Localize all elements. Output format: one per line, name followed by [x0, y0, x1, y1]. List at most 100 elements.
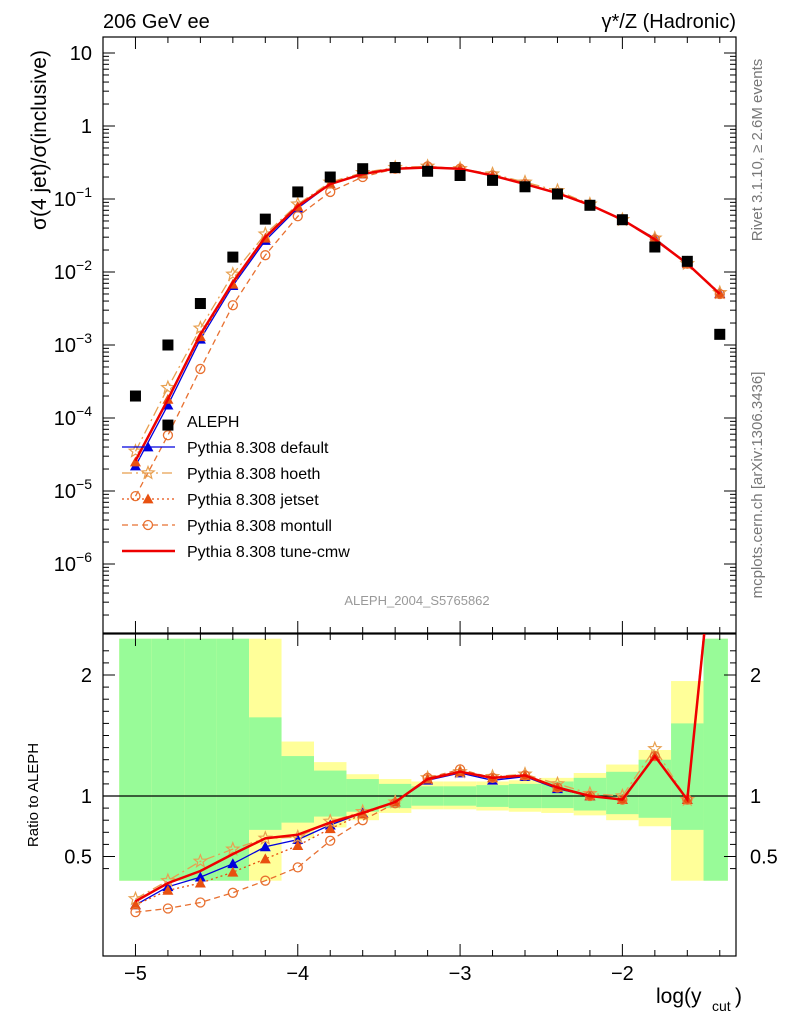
y-tick-label: 1: [81, 116, 92, 138]
marker-jetset: [194, 877, 206, 888]
marker-hoeth: [192, 853, 209, 868]
marker-montull: [292, 862, 303, 873]
rivet-version-label: Rivet 3.1.10, ≥ 2.6M events: [749, 59, 766, 242]
data-point-aleph: [162, 419, 174, 431]
legend-label-hoeth: Pythia 8.308 hoeth: [187, 466, 320, 483]
band-inner-bin: [249, 717, 282, 830]
legend: ALEPH Pythia 8.308 default Pythia 8.308 ho…: [122, 414, 350, 561]
marker-hoeth: [160, 379, 176, 395]
band-inner-bin: [671, 723, 704, 830]
x-tick-label: −4: [286, 963, 309, 985]
main-plot-series: [127, 158, 728, 502]
legend-label-jetset: Pythia 8.308 jetset: [187, 492, 319, 509]
marker-montull: [130, 491, 141, 502]
marker-montull: [260, 875, 271, 886]
marker-jetset: [259, 853, 271, 864]
band-inner-bin: [151, 638, 185, 881]
series-line-hoeth: [134, 165, 721, 452]
data-point-aleph: [389, 162, 401, 174]
main-plot-frame: [102, 36, 737, 634]
data-point-aleph: [519, 181, 531, 193]
data-point-aleph: [194, 298, 206, 310]
band-inner-bin: [703, 638, 728, 881]
legend-marker-default: [142, 441, 154, 452]
data-point-aleph: [227, 251, 239, 263]
marker-montull: [195, 897, 206, 908]
marker-default: [714, 476, 725, 486]
data-point-aleph: [551, 188, 563, 200]
y-tick-label: 10−2: [54, 257, 92, 284]
marker-jetset: [714, 476, 725, 486]
marker-default: [194, 871, 206, 882]
ratio-y-tick-label-right: 0.5: [750, 847, 778, 869]
data-point-aleph: [292, 186, 304, 198]
band-inner-bin: [184, 638, 217, 881]
marker-montull: [260, 250, 271, 261]
mcplots-label: mcplots.cern.ch [arXiv:1306.3436]: [749, 372, 766, 599]
band-inner-bin: [216, 638, 250, 881]
series-line-tune_cmw: [134, 634, 706, 903]
marker-montull: [715, 477, 724, 486]
marker-montull: [649, 750, 660, 762]
ratio-y-tick-label-right: 2: [750, 665, 761, 687]
band-inner-bin: [281, 756, 314, 823]
marker-default: [227, 858, 239, 869]
svg-text:): ): [735, 985, 742, 1008]
band-inner-bin: [119, 638, 152, 881]
data-point-aleph: [584, 199, 596, 211]
marker-montull: [162, 903, 174, 914]
data-point-aleph: [649, 241, 661, 253]
data-point-aleph: [259, 213, 271, 225]
legend-label-default: Pythia 8.308 default: [187, 440, 329, 457]
marker-hoeth: [225, 841, 241, 856]
data-point-aleph: [162, 339, 174, 351]
band-inner-bin: [314, 770, 347, 817]
marker-montull: [325, 835, 336, 846]
marker-montull: [227, 887, 238, 898]
axis-ticks: −5 −4 −3 −2 10−6 10−5 10−4 10−3 10−2 10−1 1 10 0.5 0.…: [54, 37, 778, 985]
ratio-y-tick-label-right: 1: [750, 786, 761, 808]
ratio-y-tick-label: 1: [81, 786, 92, 808]
header-left-label: 206 GeV ee: [103, 11, 210, 33]
marker-hoeth: [127, 443, 144, 458]
marker-jetset: [129, 456, 141, 467]
marker-montull: [130, 907, 141, 918]
marker-jetset: [129, 899, 141, 910]
legend-marker-hoeth: [140, 464, 156, 480]
marker-montull: [162, 430, 174, 441]
header-right-label: γ*/Z (Hadronic): [602, 11, 736, 33]
ratio-y-tick-label: 0.5: [64, 847, 92, 869]
data-point-aleph: [129, 390, 141, 402]
marker-jetset: [162, 884, 174, 895]
y-tick-label: 10−6: [54, 549, 92, 576]
ratio-plot-frame: [102, 633, 737, 957]
uncertainty-bands: [119, 638, 728, 881]
y-tick-label: 10: [70, 43, 92, 65]
data-point-aleph: [616, 214, 628, 226]
analysis-tag: ALEPH_2004_S5765862: [344, 593, 489, 608]
marker-hoeth: [257, 830, 274, 845]
data-point-aleph: [357, 163, 369, 175]
data-point-aleph: [422, 165, 434, 177]
marker-jetset: [324, 823, 336, 834]
legend-label-tune_cmw: Pythia 8.308 tune-cmw: [187, 544, 350, 561]
legend-marker-jetset: [142, 493, 154, 504]
ratio-plot-series: [127, 463, 726, 918]
band-inner-bin: [606, 771, 639, 815]
marker-hoeth: [714, 463, 726, 475]
marker-default: [259, 841, 271, 852]
svg-text:log(y: log(y: [656, 985, 702, 1008]
marker-hoeth: [225, 266, 241, 281]
data-point-aleph: [714, 328, 726, 340]
marker-montull: [714, 288, 725, 300]
marker-jetset: [292, 840, 304, 851]
data-point-aleph: [324, 171, 336, 183]
legend-label-montull: Pythia 8.308 montull: [187, 518, 332, 535]
marker-montull: [292, 211, 303, 222]
ratio-y-tick-label: 2: [81, 665, 92, 687]
x-axis-label: log(y cut ): [656, 985, 742, 1014]
x-tick-label: −3: [449, 963, 472, 985]
marker-montull: [454, 764, 466, 775]
data-point-aleph: [681, 255, 693, 267]
